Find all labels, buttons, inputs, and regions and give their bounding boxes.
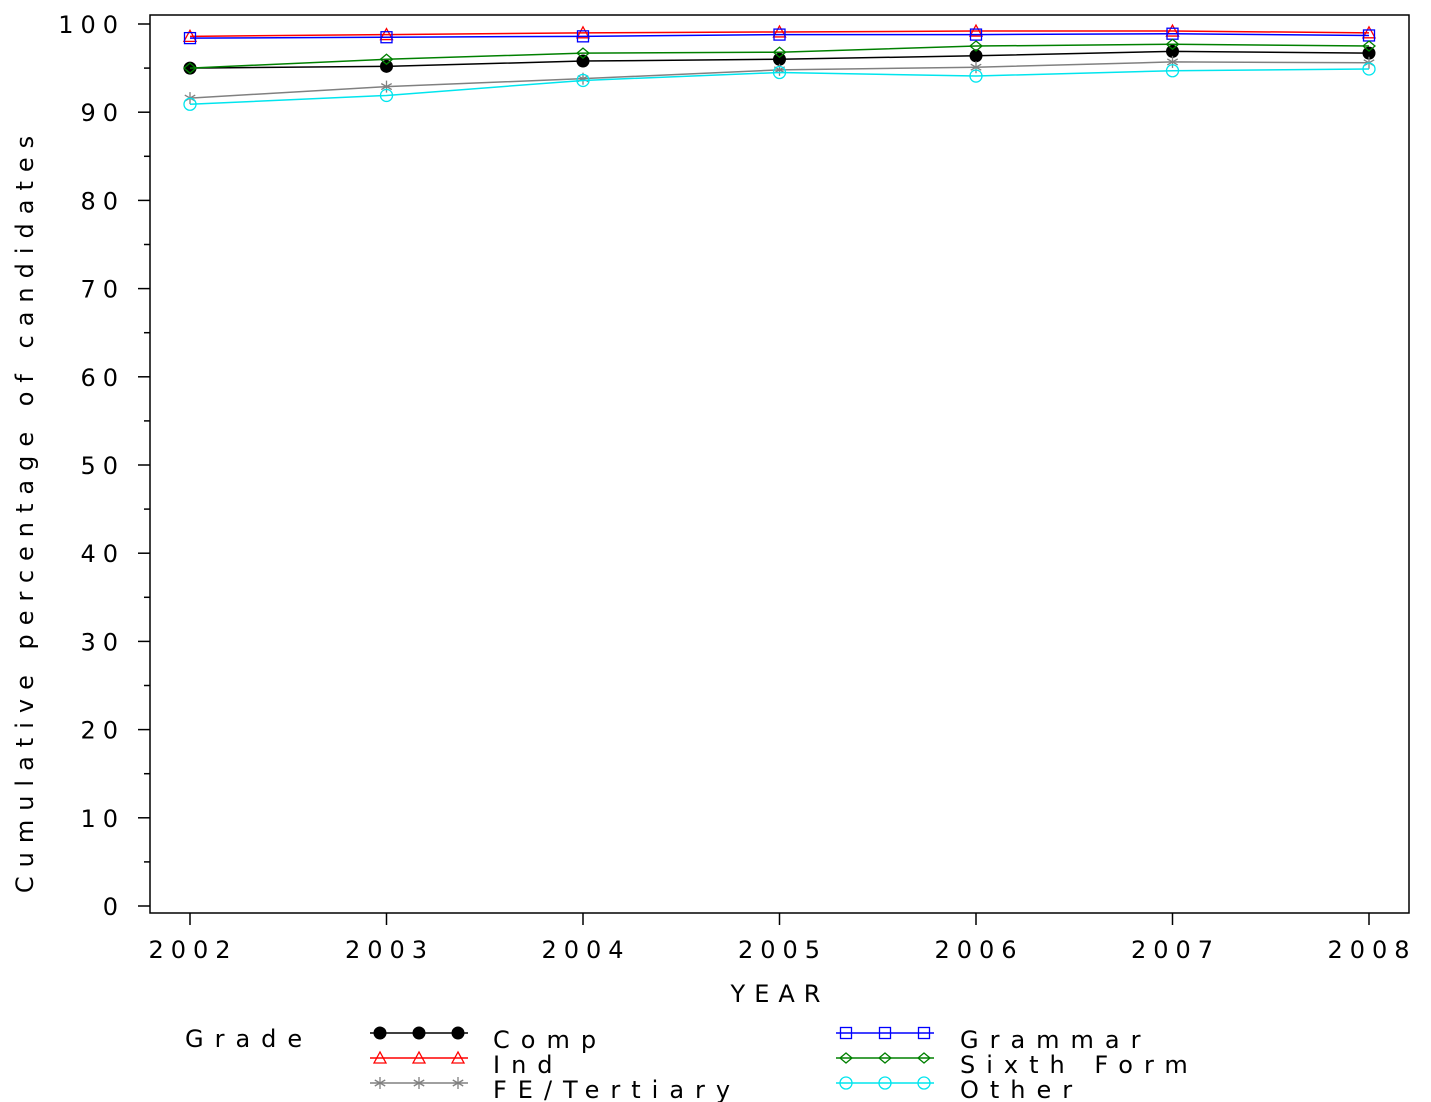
legend-label: Other: [960, 1076, 1083, 1102]
legend-label: Grammar: [960, 1026, 1152, 1054]
data-point: [1165, 64, 1180, 78]
series-sixth-form: [182, 38, 1377, 74]
data-point: [379, 53, 394, 66]
y-axis-title: Cumulative percentage of candidates: [11, 127, 39, 893]
legend-marker: [838, 1052, 854, 1064]
data-point: [1361, 25, 1377, 39]
data-point: [380, 31, 393, 44]
data-point: [1166, 55, 1179, 68]
y-tick-label: 70: [80, 276, 125, 304]
data-point: [576, 73, 590, 88]
data-point: [773, 28, 786, 41]
data-point: [182, 62, 198, 74]
legend-marker: [878, 1026, 892, 1040]
y-tick-label: 40: [80, 540, 125, 568]
x-tick-label: 2008: [1327, 936, 1416, 964]
legend-marker: [372, 1050, 388, 1064]
legend-item-ind: Ind: [370, 1050, 564, 1079]
y-tick-label: 90: [80, 99, 125, 127]
data-point: [1166, 44, 1179, 58]
x-axis-title: YEAR: [730, 980, 830, 1008]
y-tick-label: 80: [80, 187, 125, 215]
data-point: [379, 27, 394, 41]
series-grammar: [183, 27, 1376, 45]
legend-marker: [917, 1026, 931, 1040]
legend-item-fe-tertiary: FE/Tertiary: [370, 1076, 741, 1102]
legend-title: Grade: [185, 1025, 313, 1053]
legend-marker: [450, 1050, 466, 1064]
y-tick-label: 60: [80, 364, 125, 392]
y-tick-label: 100: [58, 11, 125, 39]
legend-item-sixth-form: Sixth Form: [836, 1051, 1199, 1079]
x-tick-label: 2002: [148, 936, 237, 964]
x-tick-label: 2005: [738, 936, 827, 964]
y-tick-label: 0: [103, 893, 125, 921]
y-tick-label: 10: [80, 805, 125, 833]
data-point: [183, 31, 197, 45]
legend-marker: [373, 1026, 387, 1040]
legend-marker: [451, 1026, 465, 1040]
x-tick-label: 2007: [1131, 936, 1220, 964]
legend-label: Sixth Form: [960, 1051, 1199, 1079]
legend-marker: [413, 1077, 425, 1089]
data-point: [380, 80, 393, 93]
legend-item-other: Other: [836, 1076, 1083, 1102]
x-tick-label: 2004: [541, 936, 630, 964]
x-tick-label: 2003: [345, 936, 434, 964]
data-point: [969, 69, 983, 83]
data-point: [1165, 23, 1180, 37]
data-point: [970, 61, 982, 74]
y-tick-label: 30: [80, 628, 125, 656]
series-line: [189, 68, 1370, 106]
legend-item-grammar: Grammar: [836, 1026, 1152, 1054]
legend-marker: [452, 1077, 464, 1089]
legend-label: Comp: [493, 1026, 607, 1054]
data-point: [183, 97, 197, 111]
legend-label: Ind: [493, 1051, 564, 1079]
legend-marker: [877, 1052, 893, 1064]
data-point: [772, 46, 787, 59]
legend-item-comp: Comp: [370, 1026, 607, 1054]
legend-marker: [917, 1076, 931, 1090]
legend-marker: [839, 1026, 853, 1040]
legend-marker: [878, 1076, 892, 1090]
legend-marker: [839, 1076, 853, 1090]
data-point: [380, 59, 393, 73]
data-point: [969, 28, 983, 41]
data-point: [1165, 38, 1180, 51]
y-axis: 0 10 20 30 40 50 60 70 80 90 100: [58, 11, 150, 921]
data-point: [773, 52, 786, 66]
data-point: [575, 47, 591, 59]
data-point: [772, 65, 787, 80]
data-point: [772, 24, 787, 38]
y-tick-label: 20: [80, 717, 125, 745]
x-axis: 2002 2003 2004 2005 2006 2007 2008: [148, 913, 1416, 964]
data-point: [1362, 62, 1376, 76]
legend-marker: [916, 1052, 932, 1064]
data-point: [182, 28, 198, 42]
data-point: [968, 23, 984, 37]
legend-marker: [411, 1050, 427, 1064]
series-layer: [182, 23, 1377, 111]
plot-frame: [149, 14, 1410, 914]
data-point: [576, 54, 590, 68]
series-ind: [182, 23, 1377, 42]
series-line: [189, 43, 1370, 69]
legend-marker: [374, 1077, 386, 1089]
data-point: [968, 40, 984, 52]
series-line: [189, 32, 1370, 39]
data-point: [575, 25, 591, 39]
data-point: [576, 30, 590, 43]
data-point: [379, 88, 394, 103]
x-tick-label: 2006: [934, 936, 1023, 964]
data-point: [1361, 40, 1377, 52]
series-line: [189, 30, 1370, 38]
legend-label: FE/Tertiary: [493, 1076, 741, 1102]
series-other: [183, 62, 1376, 111]
y-tick-label: 50: [80, 452, 125, 480]
legend-marker: [412, 1026, 426, 1040]
